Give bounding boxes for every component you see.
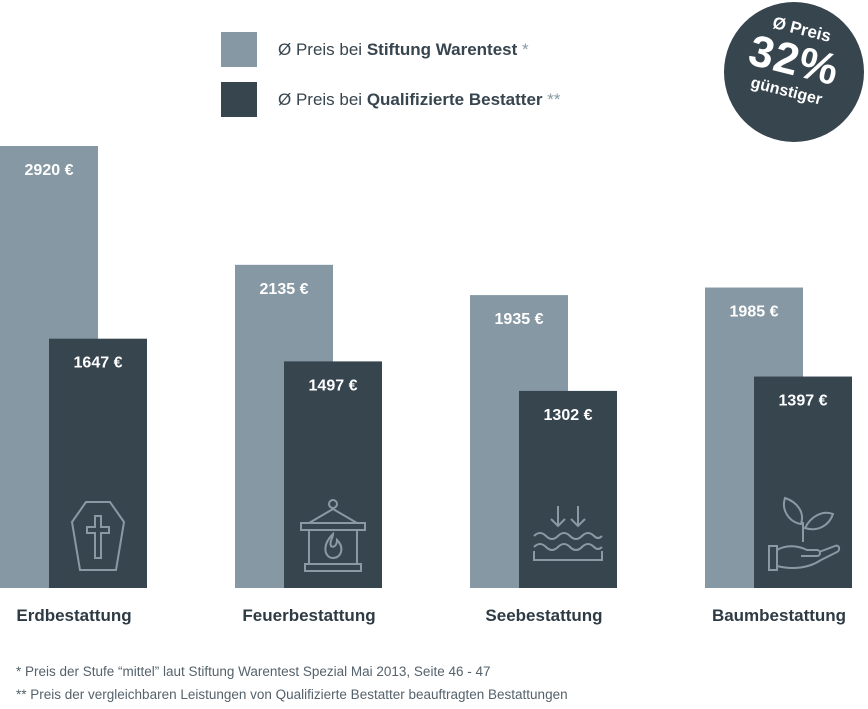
bar-bestatter-2	[284, 361, 382, 588]
lantern-icon	[300, 499, 366, 572]
legend-label-bestatter: Ø Preis bei Qualifizierte Bestatter **	[278, 89, 561, 109]
value-label-warentest-2: 2135 €	[260, 281, 309, 298]
category-label-2: Feuerbestattung	[242, 606, 375, 625]
legend-label-warentest: Ø Preis bei Stiftung Warentest *	[278, 39, 529, 59]
value-label-warentest-1: 2920 €	[25, 162, 74, 179]
value-label-bestatter-2: 1497 €	[309, 377, 358, 394]
coffin-icon	[70, 501, 126, 571]
legend-item-bestatter: Ø Preis bei Qualifizierte Bestatter **	[221, 82, 561, 117]
water-icon	[533, 506, 603, 561]
bar-bestatter-3	[519, 390, 617, 588]
plant-hand-icon	[768, 496, 841, 571]
value-label-bestatter-1: 1647 €	[74, 355, 123, 372]
value-label-bestatter-4: 1397 €	[779, 393, 828, 410]
footnote-2: ** Preis der vergleichbaren Leistungen v…	[16, 687, 568, 702]
category-label-1: Erdbestattung	[16, 606, 131, 625]
legend-swatch-bestatter	[221, 82, 257, 117]
footnote-1: * Preis der Stufe “mittel” laut Stiftung…	[16, 664, 491, 679]
value-label-warentest-4: 1985 €	[730, 304, 779, 321]
bar-bestatter-1	[49, 338, 147, 588]
value-label-bestatter-3: 1302 €	[544, 407, 593, 424]
legend-swatch-warentest	[221, 32, 257, 67]
category-label-4: Baumbestattung	[712, 606, 846, 625]
value-label-warentest-3: 1935 €	[495, 311, 544, 328]
savings-badge: Ø Preis 32% günstiger	[724, 2, 864, 142]
legend-item-warentest: Ø Preis bei Stiftung Warentest *	[221, 32, 529, 67]
category-label-3: Seebestattung	[485, 606, 602, 625]
